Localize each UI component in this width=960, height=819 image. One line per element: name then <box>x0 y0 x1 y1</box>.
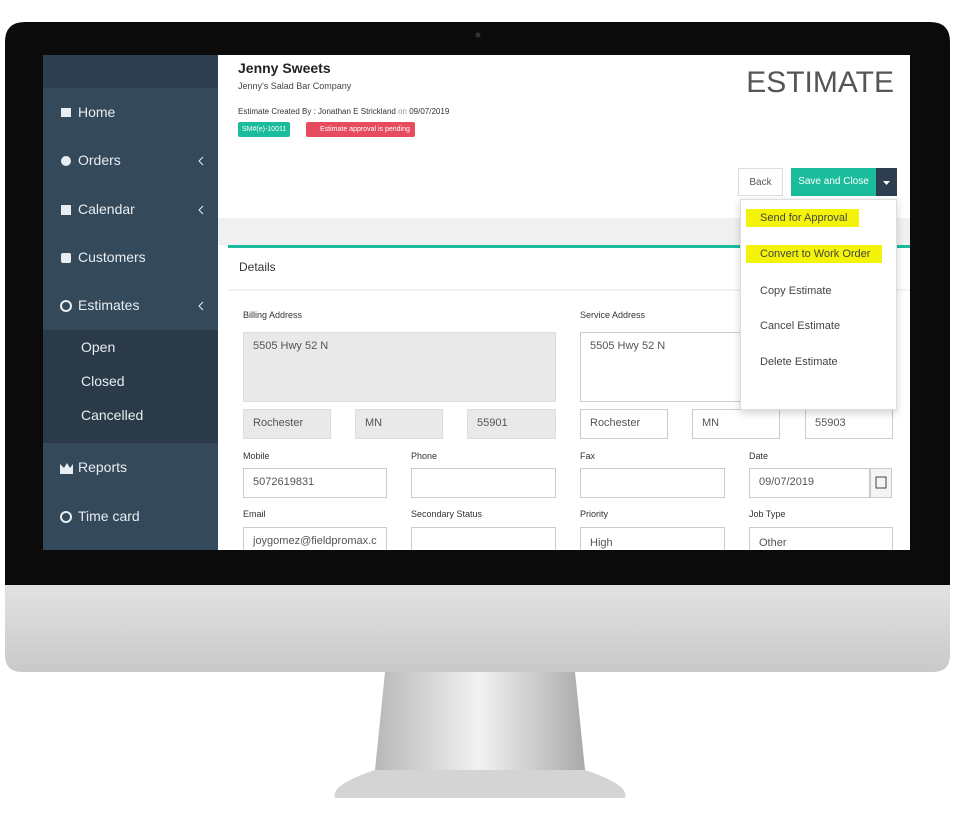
field-label: Billing Address <box>243 310 303 320</box>
input[interactable]: Rochester <box>580 409 668 439</box>
submenu-bg <box>43 330 218 443</box>
stand-base <box>334 770 626 798</box>
field-label: Phone <box>411 451 438 461</box>
icon <box>60 463 73 474</box>
icon <box>60 511 72 523</box>
select[interactable]: Other <box>749 527 893 550</box>
menu-item[interactable]: Cancel Estimate <box>760 320 841 332</box>
calendar-icon <box>875 476 887 489</box>
nav-item[interactable]: Customers <box>78 249 146 265</box>
sub-item[interactable]: Closed <box>81 373 125 389</box>
back-button[interactable]: Back <box>738 168 783 196</box>
menu-item[interactable]: Copy Estimate <box>760 285 832 297</box>
company: Jenny's Salad Bar Company <box>238 81 352 91</box>
input[interactable]: MN <box>355 409 443 439</box>
field-label: Secondary Status <box>411 509 483 519</box>
chevron <box>198 301 204 311</box>
created-by: Estimate Created By : Jonathan E Strickl… <box>238 107 449 116</box>
input[interactable]: MN <box>692 409 780 439</box>
field-row-clip: joygomez@fieldpromax.c High Other <box>218 527 910 550</box>
field-label: Service Address <box>580 310 646 320</box>
field-label: Date <box>749 451 769 461</box>
chevron <box>198 205 204 215</box>
nav-item[interactable]: Reports <box>78 459 128 475</box>
menu-item[interactable]: Send for Approval <box>746 209 860 227</box>
customer: Jenny Sweets <box>238 60 331 76</box>
camera <box>475 32 481 38</box>
created-by-text: Estimate Created By : Jonathan E Strickl… <box>238 107 396 116</box>
field-label: Priority <box>580 509 609 519</box>
nav-item[interactable]: Time card <box>78 508 140 524</box>
stand-neck <box>375 672 585 770</box>
nav-item[interactable]: Estimates <box>78 297 140 313</box>
date-button[interactable] <box>870 468 892 498</box>
select[interactable] <box>411 527 556 550</box>
card-title: Details <box>239 260 276 274</box>
field-label: Job Type <box>749 509 786 519</box>
page-title: ESTIMATE <box>746 66 894 99</box>
field-label: Email <box>243 509 266 519</box>
select[interactable]: High <box>580 527 725 550</box>
created-date: 09/07/2019 <box>409 107 450 116</box>
badge-id: SM#(e)-10011 <box>238 122 291 137</box>
nav-icons <box>60 108 73 523</box>
on: on <box>398 107 407 116</box>
badge-status: Estimate approval is pending <box>306 122 415 137</box>
menu-item[interactable]: Convert to Work Order <box>746 245 883 263</box>
card-top <box>228 245 910 248</box>
icon <box>60 300 72 312</box>
dropdown-menu <box>740 199 897 410</box>
chevrons <box>198 156 204 311</box>
menu-item[interactable]: Delete Estimate <box>760 356 838 368</box>
icon <box>61 205 71 215</box>
sidebar-top <box>43 55 218 88</box>
nav-item[interactable]: Home <box>78 104 116 120</box>
chevron <box>198 156 204 166</box>
sub-item[interactable]: Cancelled <box>81 407 144 423</box>
field-label: Mobile <box>243 451 270 461</box>
input[interactable]: joygomez@fieldpromax.c <box>243 527 387 550</box>
icon <box>875 476 887 489</box>
save-button[interactable]: Save and Close <box>791 168 876 196</box>
input[interactable] <box>411 468 556 498</box>
sub-item[interactable]: Open <box>81 339 116 355</box>
input[interactable]: 55903 <box>805 409 893 439</box>
icon <box>61 253 71 263</box>
input[interactable] <box>580 468 725 498</box>
field-label: Fax <box>580 451 596 461</box>
icon <box>61 108 71 117</box>
caret-button[interactable] <box>876 168 897 196</box>
input[interactable]: 09/07/2019 <box>749 468 870 498</box>
nav-item[interactable]: Calendar <box>78 201 135 217</box>
nav-item[interactable]: Orders <box>78 152 121 168</box>
caret-icon <box>883 181 890 185</box>
icon <box>61 156 71 166</box>
textarea[interactable]: 5505 Hwy 52 N <box>243 332 556 402</box>
caret <box>883 181 890 185</box>
input[interactable]: 5072619831 <box>243 468 387 498</box>
input[interactable]: 55901 <box>467 409 556 439</box>
input[interactable]: Rochester <box>243 409 331 439</box>
monitor-chin <box>5 585 950 672</box>
